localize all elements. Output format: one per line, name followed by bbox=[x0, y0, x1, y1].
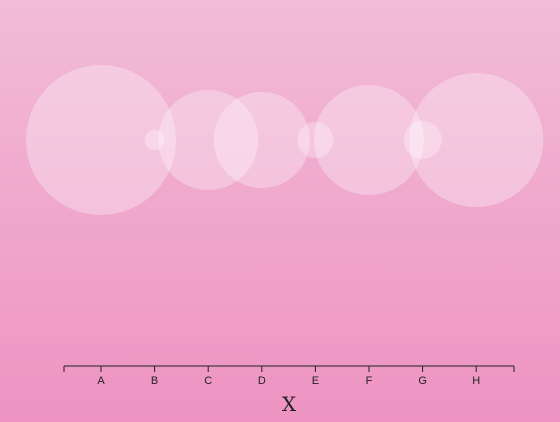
bubble-layer bbox=[26, 65, 544, 215]
bubble-h[interactable] bbox=[409, 73, 544, 207]
bubble-c[interactable] bbox=[158, 90, 259, 190]
x-tick-label-c: C bbox=[204, 375, 212, 387]
bubble-b[interactable] bbox=[144, 130, 165, 150]
x-axis: A B C D E F G H bbox=[63, 365, 515, 387]
x-tick-label-f: F bbox=[366, 375, 373, 387]
bubble-d[interactable] bbox=[213, 92, 310, 188]
bubble-f[interactable] bbox=[314, 85, 424, 195]
x-tick-label-d: D bbox=[258, 375, 266, 387]
x-axis-ticks: A B C D E F G H bbox=[97, 366, 480, 387]
bubble-g[interactable] bbox=[403, 121, 442, 159]
bubble-a[interactable] bbox=[26, 65, 176, 215]
bubble-e[interactable] bbox=[297, 122, 334, 158]
x-tick-label-g: G bbox=[418, 375, 427, 387]
x-tick-label-e: E bbox=[312, 375, 319, 387]
x-tick-label-a: A bbox=[97, 375, 105, 387]
x-tick-label-b: B bbox=[151, 375, 158, 387]
x-tick-label-h: H bbox=[472, 375, 480, 387]
x-axis-title: X bbox=[282, 392, 297, 416]
